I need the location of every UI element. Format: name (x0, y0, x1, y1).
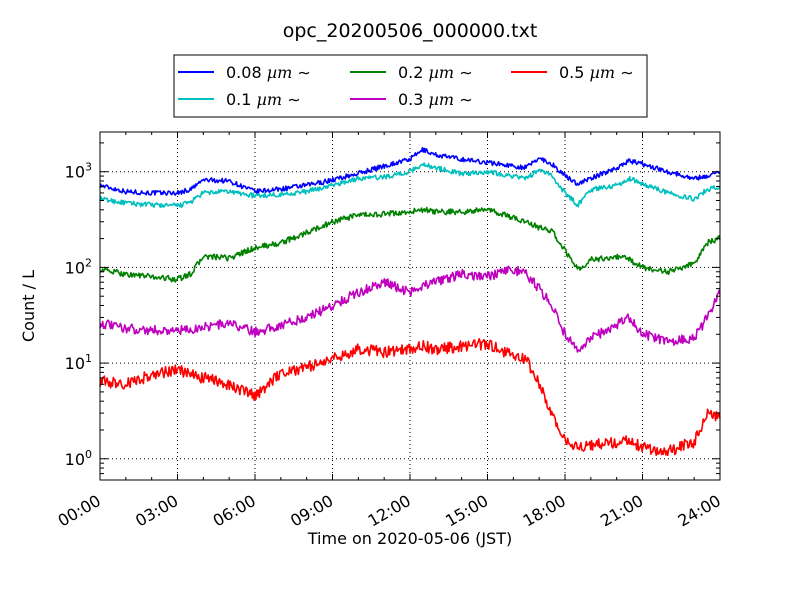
axis-ticks (99, 132, 721, 481)
x-tick-label: 06:00 (210, 491, 259, 531)
x-tick-label: 09:00 (287, 491, 336, 531)
x-tick-label: 18:00 (520, 491, 569, 531)
legend-label: 0.2 µm ∼ (398, 63, 473, 82)
series-line (99, 147, 721, 196)
x-tick-label: 03:00 (132, 491, 181, 531)
legend-entry: 0.08 µm ∼ (178, 63, 311, 82)
series-line (99, 206, 721, 283)
legend-label: 0.08 µm ∼ (226, 63, 311, 82)
x-tick-label: 24:00 (675, 491, 724, 531)
series-line (99, 338, 721, 456)
legend-entry: 0.1 µm ∼ (178, 90, 301, 109)
x-tick-label: 12:00 (365, 491, 414, 531)
legend-label: 0.5 µm ∼ (559, 63, 634, 82)
chart-title: opc_20200506_000000.txt (283, 20, 538, 42)
x-tick-label: 15:00 (442, 491, 491, 531)
series-line (99, 162, 721, 208)
y-tick-labels: 100 101 102 103 (65, 161, 92, 469)
y-tick-label: 101 (65, 352, 92, 373)
legend-label: 0.1 µm ∼ (226, 90, 301, 109)
legend-entry: 0.2 µm ∼ (350, 63, 473, 82)
x-axis-title: Time on 2020-05-06 (JST) (307, 529, 512, 548)
y-tick-label: 102 (65, 256, 92, 277)
y-axis-title: Count / L (19, 270, 38, 342)
legend: 0.08 µm ∼ 0.1 µm ∼ 0.2 µm ∼ 0.3 µm ∼ 0.5 µm … (173, 54, 648, 118)
y-tick-label: 103 (65, 161, 92, 182)
legend-entry: 0.5 µm ∼ (511, 63, 634, 82)
y-tick-label: 100 (65, 448, 92, 469)
x-tick-labels: 00:00 03:00 06:00 09:00 12:00 15:00 18:00 21:00… (55, 491, 724, 531)
x-tick-label: 00:00 (55, 491, 104, 531)
grid (100, 132, 720, 480)
legend-entry: 0.3 µm ∼ (350, 90, 473, 109)
series-line (99, 265, 721, 353)
x-tick-label: 21:00 (597, 491, 646, 531)
legend-label: 0.3 µm ∼ (398, 90, 473, 109)
series-lines (99, 147, 721, 456)
legend-box (173, 54, 648, 118)
